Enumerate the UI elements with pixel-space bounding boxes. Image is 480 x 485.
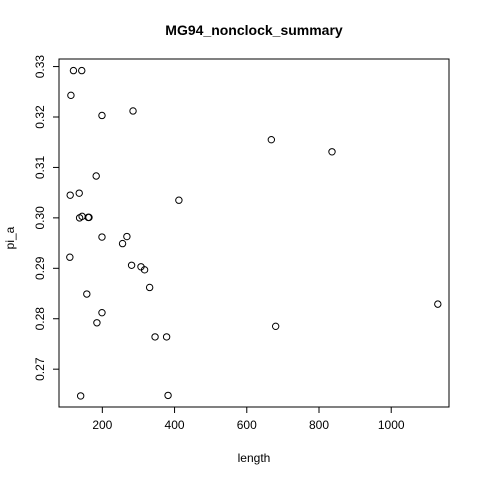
data-points (66, 66, 442, 400)
data-point (123, 232, 131, 241)
y-tick-label: 0.33 (33, 55, 47, 79)
data-point (118, 239, 127, 248)
data-point (271, 322, 280, 331)
data-point (66, 253, 74, 261)
data-point (75, 189, 83, 197)
data-point (66, 191, 74, 199)
data-point (98, 308, 106, 317)
data-point (92, 172, 100, 180)
data-point (98, 111, 106, 120)
x-axis-label: length (238, 451, 271, 465)
y-tick-label: 0.28 (33, 307, 47, 331)
y-tick-label: 0.31 (33, 155, 47, 179)
data-point (328, 148, 336, 156)
data-point (85, 213, 93, 222)
x-tick-label: 600 (237, 418, 257, 432)
y-axis: 0.27 0.28 0.29 0.30 0.31 0.32 0.33 (33, 55, 60, 381)
y-tick-label: 0.29 (33, 256, 47, 280)
x-tick-label: 800 (309, 418, 329, 432)
data-point (162, 333, 171, 341)
data-point (67, 91, 75, 100)
x-axis: 200 400 600 800 1000 (92, 406, 405, 432)
data-point (129, 107, 137, 115)
data-point (267, 135, 276, 144)
data-point (140, 266, 149, 274)
y-tick-label: 0.27 (33, 357, 47, 381)
y-axis-label: pi_a (3, 226, 17, 249)
y-tick-label: 0.30 (33, 206, 47, 230)
data-point (175, 196, 183, 204)
x-tick-label: 200 (92, 418, 112, 432)
data-point (151, 333, 159, 341)
data-point (78, 66, 86, 75)
data-point (127, 261, 136, 269)
chart-title: MG94_nonclock_summary (165, 22, 343, 38)
x-tick-label: 1000 (378, 418, 405, 432)
data-point (145, 283, 154, 292)
data-point (98, 233, 106, 241)
data-point (93, 319, 101, 327)
data-point (164, 391, 172, 400)
y-tick-label: 0.32 (33, 105, 47, 129)
data-point (76, 392, 85, 400)
data-point (434, 300, 442, 308)
x-tick-label: 400 (165, 418, 185, 432)
data-point (69, 66, 78, 75)
data-point (83, 290, 91, 298)
